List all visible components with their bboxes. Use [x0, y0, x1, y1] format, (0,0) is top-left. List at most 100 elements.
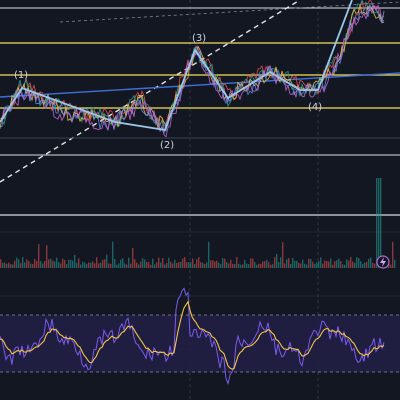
volume-bar	[298, 262, 300, 268]
volume-bar	[58, 262, 60, 268]
volume-bar	[182, 258, 184, 268]
volume-bar	[366, 262, 368, 268]
volume-bar	[264, 261, 266, 268]
volume-bar	[140, 261, 142, 268]
volume-bar	[50, 258, 52, 268]
volume-bar	[20, 263, 22, 268]
volume-bar	[358, 258, 360, 268]
volume-bar	[144, 259, 146, 268]
volume-bar	[218, 262, 220, 268]
volume-bar	[86, 263, 88, 268]
volume-bar	[114, 259, 116, 268]
volume-bar	[326, 261, 328, 268]
volume-bar	[38, 244, 40, 268]
volume-bar	[320, 257, 322, 268]
volume-bar	[62, 258, 64, 268]
volume-bar	[346, 259, 348, 268]
volume-bar	[284, 263, 286, 268]
upper-channel-line[interactable]	[59, 1, 400, 23]
volume-bar	[342, 264, 344, 268]
dashed-trend-line[interactable]	[0, 0, 301, 183]
volume-bar	[354, 262, 356, 268]
volume-bar	[164, 264, 166, 268]
volume-bar	[116, 264, 118, 268]
volume-bar	[230, 259, 232, 268]
wave-label-2: (2)	[160, 140, 174, 151]
volume-bar	[248, 264, 250, 268]
volume-bar	[258, 263, 260, 268]
elliott-wave-path[interactable]	[0, 0, 353, 132]
volume-bar	[96, 257, 98, 268]
volume-bar	[150, 264, 152, 268]
volume-bar	[130, 263, 132, 268]
volume-bar	[364, 262, 366, 268]
volume-bar	[302, 259, 304, 268]
volume-bar	[172, 263, 174, 268]
volume-bar	[204, 264, 206, 268]
volume-bar	[146, 262, 148, 268]
volume-bar	[112, 241, 114, 268]
volume-bar	[30, 263, 32, 268]
volume-bar	[34, 258, 36, 268]
volume-bar	[8, 262, 10, 268]
volume-bar	[46, 245, 48, 268]
volume-bar	[148, 262, 150, 268]
volume-bar	[344, 264, 346, 268]
volume-bar	[238, 263, 240, 268]
volume-bar	[380, 178, 382, 268]
volume-bar	[200, 262, 202, 268]
wave-label-3: (3)	[192, 33, 206, 44]
volume-bar	[180, 261, 182, 268]
volume-bar	[82, 261, 84, 268]
oscillator-series	[0, 287, 385, 386]
volume-bar	[198, 257, 200, 268]
volume-bar	[118, 263, 120, 268]
volume-bar	[226, 262, 228, 268]
volume-bar	[176, 263, 178, 268]
volume-bar	[110, 263, 112, 268]
volume-bar	[162, 258, 164, 268]
volume-bar	[286, 259, 288, 268]
volume-bar	[260, 263, 262, 268]
blue-trend-line[interactable]	[0, 72, 400, 98]
volume-bar	[394, 259, 396, 268]
volume-bar	[246, 263, 248, 268]
volume-bar	[316, 262, 318, 268]
volume-bar	[362, 264, 364, 268]
volume-bar	[60, 263, 62, 268]
volume-bar	[68, 259, 70, 268]
volume-bar	[288, 258, 290, 268]
lightning-icon[interactable]	[376, 255, 390, 269]
volume-bar	[78, 258, 80, 268]
volume-bar	[214, 261, 216, 268]
volume-bar	[80, 264, 82, 268]
volume-bar	[324, 260, 326, 268]
volume-bar	[6, 263, 8, 268]
volume-bar	[202, 262, 204, 268]
volume-bar	[272, 264, 274, 268]
volume-bar	[28, 260, 30, 268]
volume-bar	[166, 262, 168, 268]
volume-bar	[242, 264, 244, 268]
volume-bar	[374, 263, 376, 268]
volume-bar	[174, 259, 176, 268]
volume-bar	[84, 262, 86, 268]
volume-bar	[92, 261, 94, 268]
volume-bar	[314, 264, 316, 268]
volume-bar	[234, 264, 236, 268]
volume-bar	[338, 258, 340, 268]
volume-bar	[4, 262, 6, 268]
volume-bar	[122, 258, 124, 268]
volume-bar	[156, 262, 158, 268]
volume-bar	[350, 257, 352, 268]
volume-bar	[392, 241, 394, 268]
volume-bar	[252, 258, 254, 268]
volume-bar	[154, 264, 156, 268]
oscillator-line	[0, 287, 385, 386]
volume-bar	[44, 261, 46, 268]
volume-bar	[54, 261, 56, 268]
volume-bar	[376, 178, 378, 268]
volume-bar	[270, 264, 272, 268]
